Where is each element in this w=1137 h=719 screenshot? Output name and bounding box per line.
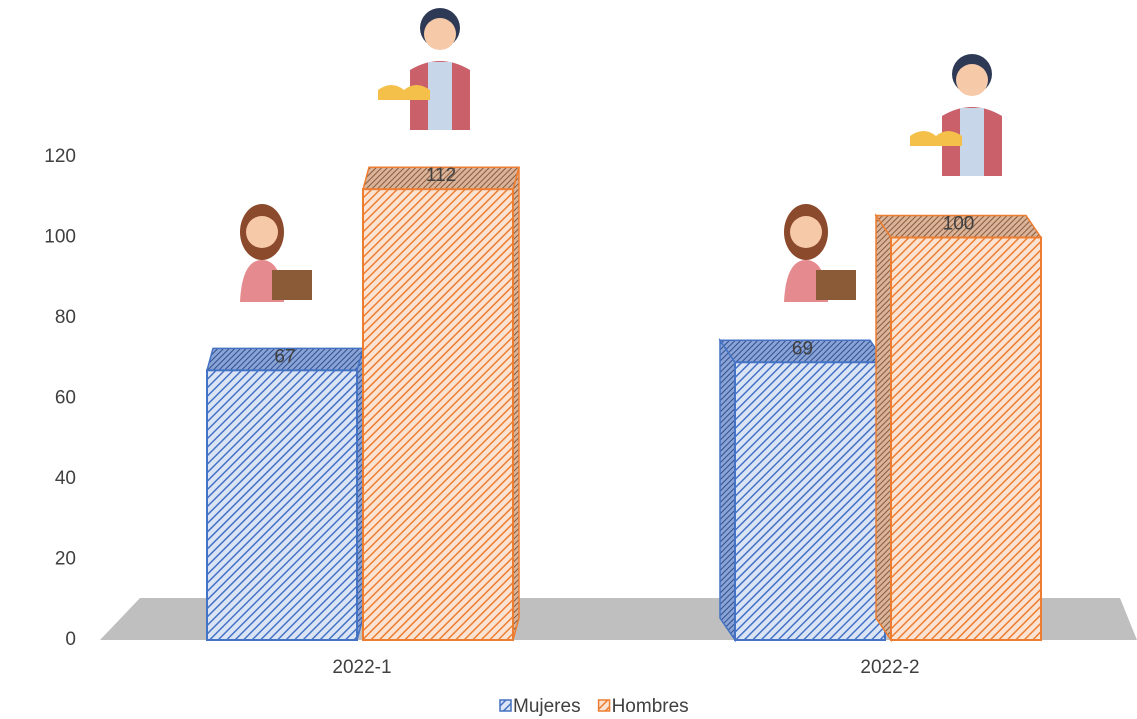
- man-icon: [910, 54, 1002, 176]
- y-tick-label: 100: [44, 227, 76, 248]
- man-icon: [378, 8, 470, 130]
- legend-swatch: [597, 699, 611, 712]
- bar: [890, 236, 1042, 641]
- data-label: 67: [274, 346, 295, 367]
- y-tick-label: 80: [55, 307, 76, 328]
- bar: [734, 361, 886, 641]
- y-tick-label: 0: [65, 629, 76, 650]
- woman-icon: [240, 204, 312, 302]
- bars: 67 112 69 100: [206, 165, 1043, 643]
- x-tick-label: 2022-2: [860, 657, 919, 678]
- legend-label: Mujeres: [513, 696, 581, 717]
- woman-icon: [784, 204, 856, 302]
- y-tick-label: 60: [55, 388, 76, 409]
- legend-swatch: [499, 699, 512, 712]
- bar-side: [719, 337, 736, 643]
- data-label: 100: [943, 214, 975, 235]
- data-label: 112: [426, 165, 456, 186]
- y-tick-label: 120: [44, 146, 76, 167]
- data-label: 69: [792, 338, 813, 359]
- bar-side: [875, 213, 892, 643]
- y-tick-label: 20: [55, 549, 76, 570]
- legend-label: Hombres: [612, 696, 689, 717]
- y-tick-label: 40: [55, 468, 76, 489]
- bar: [206, 369, 358, 641]
- bar: [362, 188, 514, 641]
- x-tick-label: 2022-1: [332, 657, 391, 678]
